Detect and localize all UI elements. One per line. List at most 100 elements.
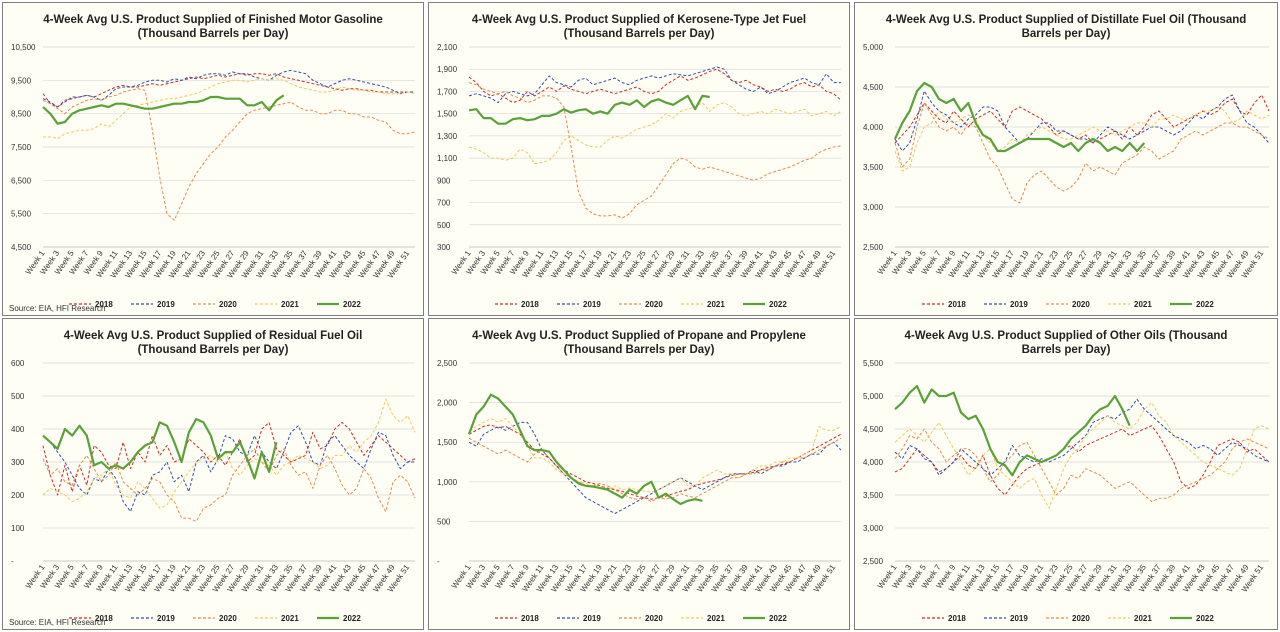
- y-tick-label: 400: [11, 425, 25, 434]
- y-tick-label: 5,500: [11, 210, 32, 219]
- series-line-2022: [42, 417, 278, 480]
- chart-panel-distillate: 4-Week Avg U.S. Product Supplied of Dist…: [854, 2, 1278, 316]
- chart-title: 4-Week Avg U.S. Product Supplied of Kero…: [471, 14, 807, 40]
- source-note: Source: EIA, HFI Research: [9, 618, 106, 627]
- y-tick-label: 500: [437, 517, 451, 526]
- chart-plot: 300 500 700 900 1,100 1,300 1,500 1,700 1,900 2,1…: [437, 43, 842, 309]
- series-line-2018: [894, 94, 1270, 144]
- legend-label: 2021: [281, 614, 299, 623]
- series-line-2021: [468, 102, 842, 165]
- y-tick-label: 700: [437, 199, 451, 208]
- y-tick-label: 10,500: [11, 43, 36, 52]
- y-tick-label: 3,500: [863, 163, 884, 172]
- series-line-2021: [468, 417, 842, 493]
- chart-title: 4-Week Avg U.S. Product Supplied of Dist…: [885, 14, 1247, 40]
- y-tick-label: 1,300: [437, 132, 458, 141]
- legend-label: 2020: [1072, 300, 1090, 309]
- legend-label: 2019: [583, 300, 601, 309]
- y-tick-label: 4,000: [863, 458, 884, 467]
- series-line-2019: [42, 69, 415, 108]
- legend-label: 2022: [1196, 300, 1214, 309]
- legend-label: 2021: [281, 300, 299, 309]
- series-line-2018: [42, 73, 415, 108]
- y-tick-label: 9,500: [11, 76, 32, 85]
- chart-title: 4-Week Avg U.S. Product Supplied of Othe…: [904, 330, 1228, 356]
- y-tick-label: 1,900: [437, 65, 458, 74]
- y-tick-label: 3,500: [863, 491, 884, 500]
- y-tick-label: 1,700: [437, 87, 458, 96]
- y-tick-label: 5,000: [863, 392, 884, 401]
- y-tick-label: 300: [437, 243, 451, 252]
- y-tick-label: 1,000: [437, 478, 458, 487]
- legend-label: 2022: [769, 614, 787, 623]
- legend-label: 2020: [219, 300, 237, 309]
- y-tick-label: 900: [437, 176, 451, 185]
- legend-label: 2018: [521, 614, 539, 623]
- y-tick-label: 4,500: [11, 243, 32, 252]
- legend-label: 2022: [1196, 614, 1214, 623]
- legend-label: 2019: [1010, 300, 1028, 309]
- series-line-2021: [894, 402, 1270, 509]
- series-line-2019: [42, 425, 415, 512]
- legend-label: 2018: [95, 614, 113, 623]
- series-line-2019: [468, 66, 841, 104]
- y-tick-label: 1,500: [437, 110, 458, 119]
- legend-label: 2018: [948, 300, 966, 309]
- legend-label: 2021: [707, 300, 725, 309]
- series-line-2022: [42, 94, 285, 125]
- chart-plot: 2,5003,0003,5004,0004,5005,0005,500Week …: [863, 359, 1270, 623]
- series-line-2022: [467, 393, 703, 506]
- y-tick-label: 3,000: [863, 203, 884, 212]
- y-tick-label: 6,500: [11, 176, 32, 185]
- y-tick-label: 3,000: [863, 524, 884, 533]
- y-tick-label: -: [437, 557, 440, 566]
- series-line-2018: [894, 425, 1270, 496]
- chart-plot: 4,5005,5006,5007,5008,5009,50010,500Week…: [11, 43, 416, 309]
- series-line-2020: [468, 437, 842, 503]
- y-tick-label: 2,000: [437, 399, 458, 408]
- legend-label: 2018: [521, 300, 539, 309]
- chart-panel-gasoline: 4-Week Avg U.S. Product Supplied of Fini…: [2, 2, 424, 316]
- legend-label: 2019: [583, 614, 601, 623]
- series-line-2020: [42, 88, 416, 221]
- legend-label: 2022: [343, 614, 361, 623]
- y-tick-label: 600: [11, 359, 25, 368]
- legend-label: 2022: [343, 300, 361, 309]
- series-line-2022: [468, 94, 710, 125]
- y-tick-label: 200: [11, 491, 25, 500]
- series-line-2019: [894, 90, 1270, 152]
- chart-panel-residual: 4-Week Avg U.S. Product Supplied of Resi…: [2, 318, 424, 630]
- y-tick-label: 300: [11, 458, 25, 467]
- source-note: Source: EIA, HFI Research: [9, 304, 106, 313]
- y-tick-label: 2,100: [437, 43, 458, 52]
- series-line-2021: [42, 398, 416, 509]
- legend-label: 2018: [95, 300, 113, 309]
- y-tick-label: 2,500: [863, 243, 884, 252]
- series-line-2020: [42, 448, 416, 522]
- y-tick-label: 4,500: [863, 425, 884, 434]
- series-line-2022: [893, 81, 1146, 153]
- chart-title: 4-Week Avg U.S. Product Supplied of Fini…: [43, 14, 383, 40]
- y-tick-label: -: [11, 557, 14, 566]
- y-tick-label: 2,500: [437, 359, 458, 368]
- chart-title: 4-Week Avg U.S. Product Supplied of Resi…: [63, 330, 363, 356]
- series-line-2021: [43, 78, 416, 140]
- series-line-2020: [468, 82, 842, 219]
- legend-label: 2019: [157, 614, 175, 623]
- y-tick-label: 1,100: [437, 154, 458, 163]
- legend-label: 2020: [219, 614, 237, 623]
- series-line-2018: [468, 68, 842, 104]
- chart-panel-other-oils: 4-Week Avg U.S. Product Supplied of Othe…: [854, 318, 1278, 630]
- series-line-2022: [894, 384, 1131, 477]
- legend-label: 2022: [769, 300, 787, 309]
- legend-label: 2020: [645, 300, 663, 309]
- y-tick-label: 1,500: [437, 438, 458, 447]
- legend-label: 2019: [1010, 614, 1028, 623]
- series-line-2018: [42, 421, 416, 496]
- legend-label: 2021: [1134, 614, 1152, 623]
- legend-label: 2020: [1072, 614, 1090, 623]
- legend-label: 2019: [157, 300, 175, 309]
- legend-label: 2021: [707, 614, 725, 623]
